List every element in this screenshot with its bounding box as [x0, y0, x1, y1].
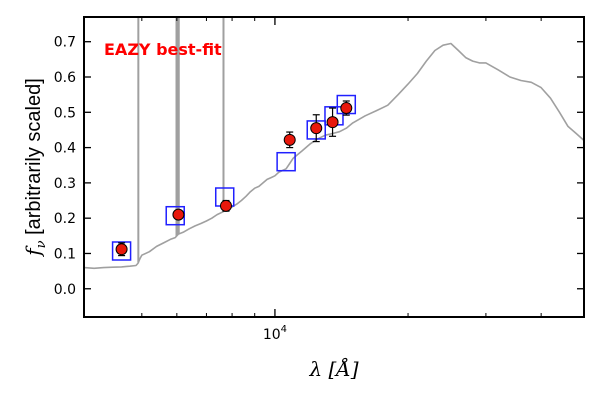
annotation-text: EAZY best-fit: [104, 40, 222, 59]
y-tick-label: 0.0: [54, 282, 76, 298]
y-tick-label: 0.1: [54, 246, 76, 262]
y-axis-label-subscript: ν: [34, 240, 49, 248]
x-tick-label: 104: [263, 324, 287, 343]
observed-flux-point: [283, 133, 296, 146]
y-axis-label: fν [arbitrarily scaled]: [21, 78, 49, 258]
y-tick-label: 0.4: [54, 141, 76, 157]
plot-frame: [83, 16, 585, 318]
model-flux-box: [276, 151, 296, 172]
observed-flux-point: [326, 116, 339, 129]
y-axis-label-text: [arbitrarily scaled]: [23, 78, 45, 240]
observed-flux-point: [219, 199, 232, 212]
tick-layer: 0.0 0.1 0.2 0.3 0.4 0.5 0.6 0.7 104: [54, 17, 584, 343]
observed-flux-point: [172, 208, 185, 221]
x-tick-label-base: 10: [263, 327, 281, 343]
x-axis-label: λ [Å]: [308, 356, 358, 381]
y-tick-label: 0.7: [54, 35, 76, 51]
x-tick-label-exponent: 4: [281, 324, 287, 335]
observed-flux-point: [310, 122, 323, 135]
model-flux-box: [111, 241, 132, 261]
template-spectrum-line: [84, 42, 584, 270]
y-tick-label: 0.5: [54, 105, 76, 121]
plot-area: [84, 17, 584, 317]
observed-flux-point: [340, 102, 353, 115]
y-tick-label: 0.2: [54, 211, 76, 227]
y-tick-label: 0.6: [54, 70, 76, 86]
y-tick-label: 0.3: [54, 176, 76, 192]
data-layer: [84, 17, 584, 270]
observed-flux-point: [115, 243, 128, 256]
